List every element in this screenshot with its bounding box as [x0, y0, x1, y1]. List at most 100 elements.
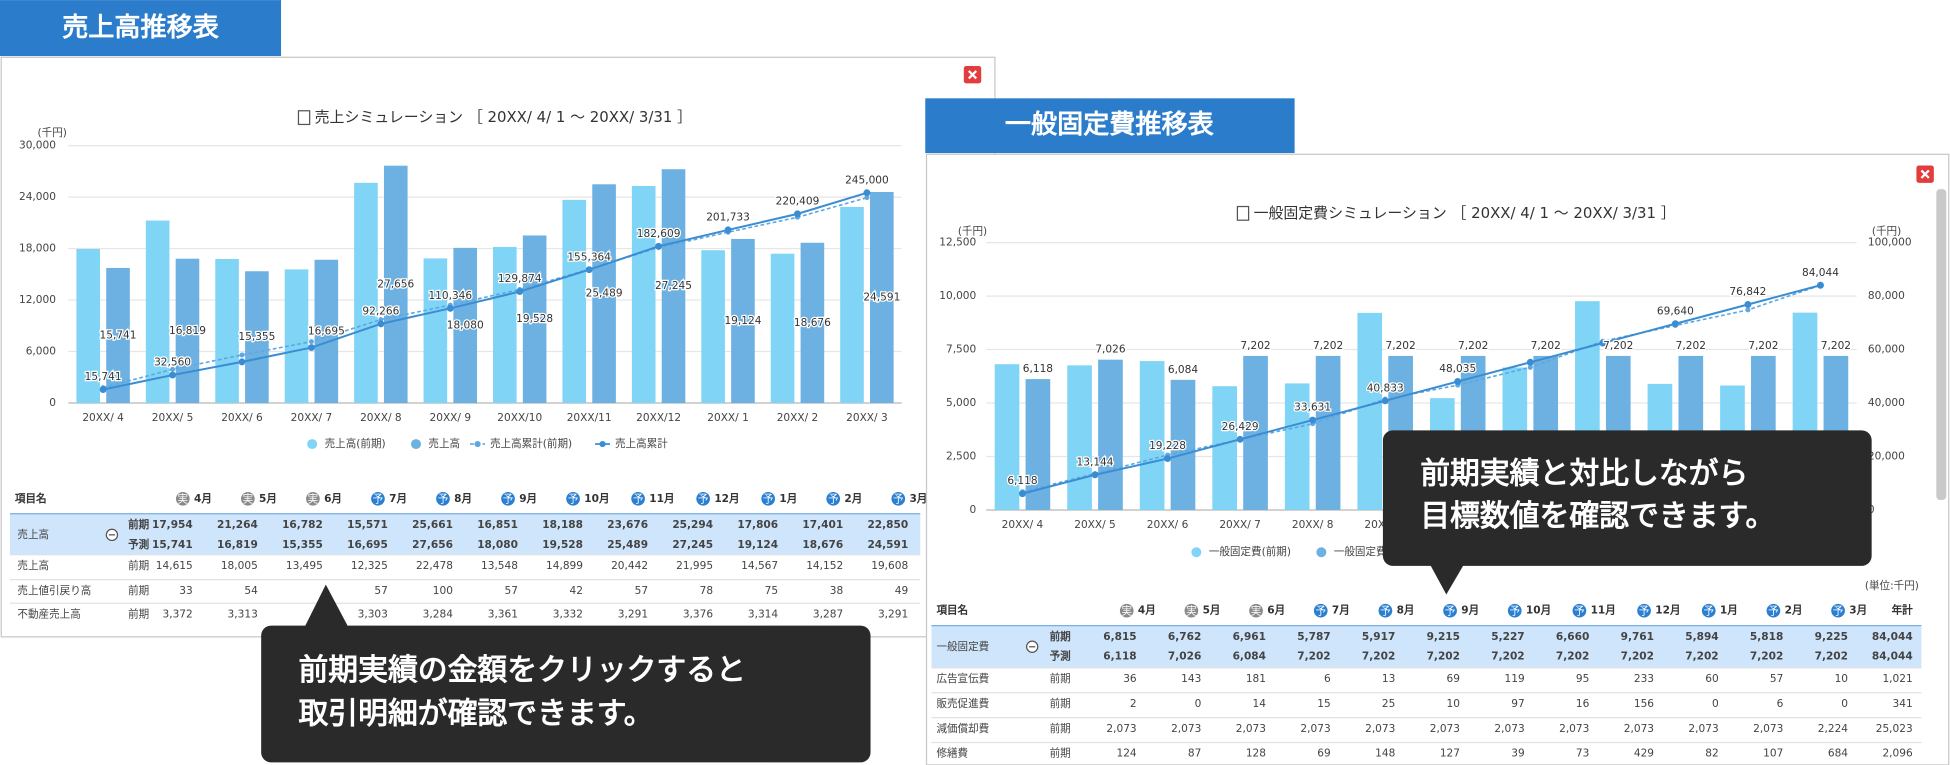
row-name: 売上高 [17, 528, 49, 541]
table-cell: 3,376 [683, 608, 714, 620]
close-button[interactable] [963, 65, 982, 84]
line-point [1018, 490, 1026, 498]
bar [631, 185, 656, 404]
y2-tick-label: 40,000 [1868, 397, 1905, 409]
table-cell: 2,073 [1106, 723, 1136, 735]
table-cell[interactable]: 17,401 [802, 519, 843, 531]
table-cell: 2,073 [1365, 723, 1395, 735]
table-cell[interactable]: 6,815 [1103, 631, 1136, 643]
table-cell[interactable]: 25,294 [672, 519, 713, 531]
line-point [1454, 378, 1462, 386]
row-kind: 前期 [1050, 747, 1071, 760]
table-cell[interactable]: 6,961 [1233, 631, 1266, 643]
table-cell: 12,325 [351, 560, 388, 572]
status-badge [241, 491, 255, 506]
table-cell[interactable]: 23,676 [607, 519, 648, 531]
status-badge [175, 491, 190, 506]
data-label: 6,118 [1007, 475, 1037, 487]
table-cell[interactable]: 25,661 [412, 519, 453, 531]
table-cell[interactable]: 22,850 [867, 519, 908, 531]
row-name: 売上高 [17, 559, 49, 572]
data-label: 19,528 [516, 313, 553, 325]
table-cell[interactable]: 84,044 [1872, 631, 1913, 643]
table-cell[interactable]: 16,851 [477, 519, 518, 531]
table-cell[interactable]: 9,215 [1427, 631, 1460, 643]
table-cell: 2,073 [1559, 723, 1589, 735]
x-tick-label: 20XX/ 8 [1292, 519, 1334, 531]
table-cell: 21,995 [676, 560, 713, 572]
table-cell[interactable]: 5,818 [1750, 631, 1783, 643]
data-label: 76,842 [1729, 286, 1766, 298]
legend-label: 売上高累計 [615, 437, 668, 450]
table-cell[interactable]: 15,571 [347, 519, 388, 531]
table-cell: 124 [1116, 748, 1136, 760]
data-label: 110,346 [428, 290, 472, 302]
table-cell: 13 [1382, 673, 1395, 685]
data-label: 6,118 [1023, 363, 1053, 375]
line-point [238, 358, 246, 366]
table-cell: 97 [1511, 698, 1524, 710]
callout-text: 取引明細が確認できます。 [298, 697, 653, 732]
table-cell: 233 [1634, 673, 1654, 685]
title-icon [297, 110, 311, 126]
bar [1357, 312, 1383, 510]
table-cell: 7,202 [1297, 651, 1330, 663]
status-badge-label: 予 [1639, 605, 1650, 617]
data-label: 18,676 [794, 317, 831, 329]
row-highlight [931, 625, 1922, 668]
line-point [516, 288, 524, 296]
row-name: 修繕費 [936, 747, 968, 760]
y-tick-label: 10,000 [939, 290, 976, 302]
y-tick-label: 0 [49, 397, 56, 409]
status-badge [891, 491, 906, 506]
table-cell[interactable]: 17,806 [737, 519, 778, 531]
row-name: 減価償却費 [936, 722, 989, 735]
bar [1212, 386, 1237, 510]
table-cell[interactable]: 16,782 [282, 519, 323, 531]
table-cell[interactable]: 5,917 [1362, 631, 1395, 643]
data-label: 16,695 [308, 325, 345, 337]
data-label: 19,124 [724, 315, 761, 327]
row-kind: 前期 [128, 584, 149, 597]
bar [245, 271, 269, 404]
table-cell: 13,495 [286, 560, 323, 572]
header-cell: 5月 [259, 493, 277, 505]
table-cell: 100 [433, 585, 453, 597]
table-cell[interactable]: 21,264 [217, 519, 258, 531]
status-badge [371, 491, 385, 506]
callout-text: 前期実績と対比しながら [1420, 457, 1748, 492]
table-cell[interactable]: 18,188 [542, 519, 583, 531]
sales-panel: 売上高推移表 売上シミュレーション ［ 20XX/ 4/ 1 ～ 20XX/ 3… [0, 0, 996, 638]
table-cell[interactable]: 9,225 [1815, 631, 1848, 643]
bar [522, 235, 547, 404]
table-cell[interactable]: 6,762 [1168, 631, 1201, 643]
data-label: 7,202 [1531, 340, 1561, 352]
header-cell: 6月 [324, 493, 342, 505]
table-cell[interactable]: 5,227 [1491, 631, 1524, 643]
table-cell[interactable]: 17,954 [152, 519, 193, 531]
bar [592, 184, 616, 404]
bar [1098, 359, 1123, 510]
table-cell[interactable]: 9,761 [1621, 631, 1654, 643]
table-cell[interactable]: 5,894 [1685, 631, 1718, 643]
table-cell[interactable]: 5,787 [1297, 631, 1330, 643]
table-cell: 2,073 [1753, 723, 1783, 735]
bar [453, 247, 478, 404]
close-button[interactable] [1916, 165, 1934, 183]
data-label: 182,609 [637, 228, 681, 240]
table-cell[interactable]: 6,660 [1556, 631, 1589, 643]
panel-tab-title: 売上高推移表 [62, 13, 220, 43]
table-cell: 7,202 [1750, 651, 1783, 663]
table-cell: 84,044 [1872, 651, 1913, 663]
data-label: 25,489 [586, 288, 623, 300]
data-label: 7,202 [1603, 340, 1633, 352]
legend-swatch [307, 439, 318, 450]
table-cell: 95 [1576, 673, 1589, 685]
header-cell: 1月 [1720, 605, 1738, 617]
line [1022, 284, 1821, 495]
table-cell: 25,023 [1876, 723, 1913, 735]
scrollbar[interactable] [1936, 189, 1947, 501]
line-point [1816, 281, 1824, 289]
header-cell: 2月 [844, 493, 862, 505]
table-cell: 119 [1505, 673, 1525, 685]
